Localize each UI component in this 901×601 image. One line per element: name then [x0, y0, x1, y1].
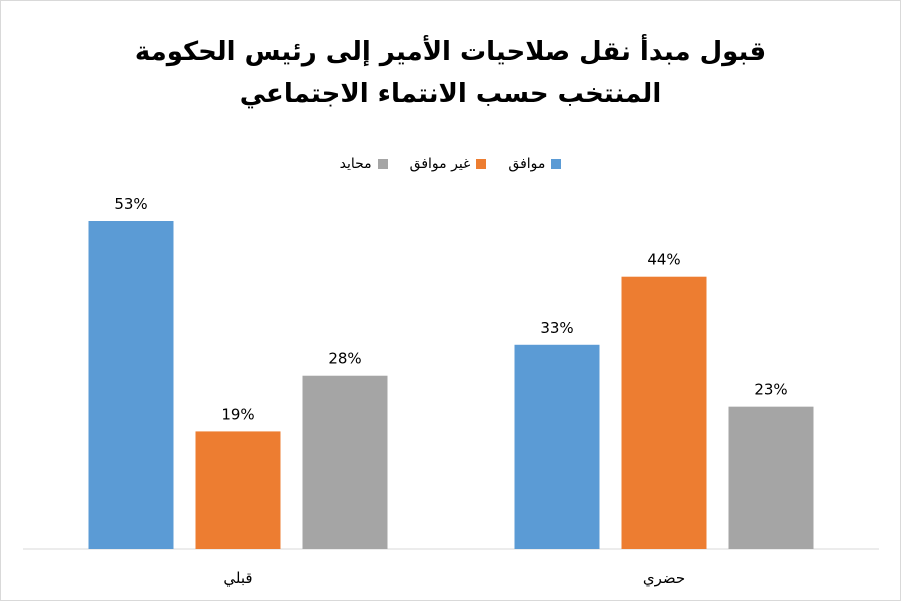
legend-label-disagree: غير موافق: [409, 156, 471, 172]
legend-item-disagree: غير موافق: [410, 156, 487, 172]
data-label-neutral-0: 28%: [328, 350, 361, 368]
category-label-0: قبلي: [223, 569, 252, 588]
data-label-neutral-1: 23%: [754, 381, 787, 399]
legend-swatch-disagree: [476, 159, 487, 169]
data-label-agree-0: 53%: [114, 195, 147, 213]
legend-item-neutral: محايد: [340, 156, 388, 172]
bar-neutral-0: [302, 375, 388, 549]
chart-title-line-2: المنتخب حسب الانتماء الاجتماعي: [239, 79, 662, 109]
bar-disagree-1: [621, 276, 707, 549]
category-label-1: حضري: [643, 569, 685, 588]
chart-legend: موافق غير موافق محايد: [1, 156, 900, 172]
chart-title: قبول مبدأ نقل صلاحيات الأمير إلى رئيس ال…: [1, 31, 900, 115]
chart-title-line-1: قبول مبدأ نقل صلاحيات الأمير إلى رئيس ال…: [134, 37, 767, 67]
legend-label-neutral: محايد: [339, 156, 372, 172]
data-label-disagree-1: 44%: [647, 251, 680, 269]
legend-swatch-neutral: [377, 159, 388, 169]
bar-agree-1: [514, 344, 600, 549]
bar-agree-0: [88, 221, 174, 549]
bar-disagree-0: [195, 431, 281, 549]
data-label-disagree-0: 19%: [221, 405, 254, 423]
legend-swatch-agree: [551, 159, 562, 169]
bar-neutral-1: [728, 406, 814, 549]
legend-label-agree: موافق: [508, 156, 546, 172]
legend-item-agree: موافق: [508, 156, 562, 172]
data-label-agree-1: 33%: [540, 319, 573, 337]
